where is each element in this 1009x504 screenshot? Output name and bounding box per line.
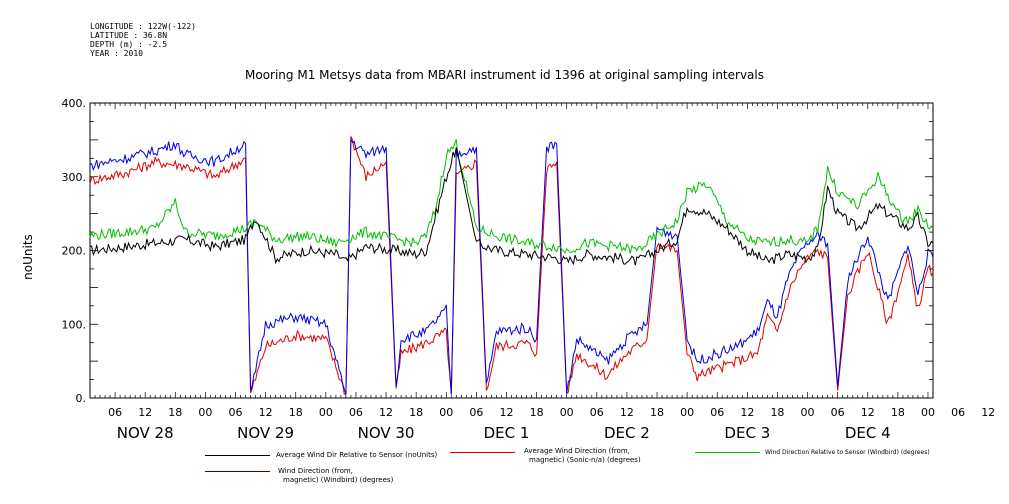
x-tick-label: 12 [259, 406, 273, 419]
y-tick-label: 400. [62, 97, 87, 110]
x-tick-label: 00 [198, 406, 212, 419]
x-tick-label: 06 [469, 406, 483, 419]
longitude-label: LONGITUDE : 122W(-122) [90, 22, 196, 31]
x-tick-label: 18 [650, 406, 664, 419]
x-tick-label: 06 [349, 406, 363, 419]
series-line-0 [89, 147, 934, 266]
series-line-3 [89, 137, 934, 395]
plot-frame [89, 102, 934, 399]
legend-swatch-black [205, 455, 270, 456]
latitude-label: LATITUDE : 36.8N [90, 31, 168, 40]
x-day-label: NOV 28 [117, 424, 174, 442]
y-tick-label: 0. [76, 392, 87, 405]
x-tick-label: 00 [801, 406, 815, 419]
x-day-label: DEC 3 [724, 424, 770, 442]
y-tick-label: 300. [62, 171, 87, 184]
x-tick-label: 18 [289, 406, 303, 419]
x-tick-label: 18 [168, 406, 182, 419]
chart-title: Mooring M1 Metsys data from MBARI instru… [245, 68, 764, 82]
legend-label-avg-dir-2: magnetic) (Sonic-n/a) (degrees) [529, 456, 641, 464]
x-day-label: DEC 4 [845, 424, 891, 442]
x-tick-label: 12 [620, 406, 634, 419]
x-day-label: DEC 2 [604, 424, 650, 442]
depth-label: DEPTH (m) : -2.5 [90, 40, 168, 49]
x-tick-label: 00 [921, 406, 935, 419]
x-tick-label: 06 [108, 406, 122, 419]
legend-swatch-green [695, 452, 760, 453]
x-tick-label: 18 [530, 406, 544, 419]
legend-label-windbird-rel: Wind Direction Relative to Sensor (Windb… [765, 449, 930, 456]
x-tick-label: 00 [439, 406, 453, 419]
x-tick-label: 06 [710, 406, 724, 419]
x-tick-label: 18 [891, 406, 905, 419]
x-tick-label: 06 [951, 406, 965, 419]
x-tick-label: 06 [229, 406, 243, 419]
x-tick-label: 06 [831, 406, 845, 419]
y-tick-label: 200. [62, 245, 87, 258]
x-tick-label: 00 [319, 406, 333, 419]
x-tick-label: 18 [770, 406, 784, 419]
x-tick-label: 00 [560, 406, 574, 419]
x-tick-label: 12 [861, 406, 875, 419]
legend-swatch-red [450, 452, 515, 453]
series-line-1 [89, 136, 934, 395]
x-tick-label: 06 [590, 406, 604, 419]
legend-label-windbird-dir-2: magnetic) (Windbird) (degrees) [283, 476, 394, 484]
x-tick-label: 00 [680, 406, 694, 419]
x-day-label: NOV 30 [358, 424, 415, 442]
legend-label-avg-dir-1: Average Wind Direction (from, [524, 447, 630, 455]
series-line-2 [89, 139, 934, 254]
x-tick-label: 12 [379, 406, 393, 419]
x-tick-label: 12 [138, 406, 152, 419]
x-tick-label: 12 [499, 406, 513, 419]
legend-label-windbird-dir-1: Wind Direction (from, [278, 467, 353, 475]
x-tick-label: 12 [981, 406, 995, 419]
x-day-label: DEC 1 [484, 424, 530, 442]
x-tick-label: 18 [409, 406, 423, 419]
x-tick-label: 12 [740, 406, 754, 419]
y-tick-label: 100. [62, 318, 87, 331]
legend-swatch-blue [205, 471, 270, 472]
legend-label-avg-rel: Average Wind Dir Relative to Sensor (noU… [276, 451, 438, 459]
year-label: YEAR : 2010 [90, 49, 143, 58]
x-day-label: NOV 29 [237, 424, 294, 442]
